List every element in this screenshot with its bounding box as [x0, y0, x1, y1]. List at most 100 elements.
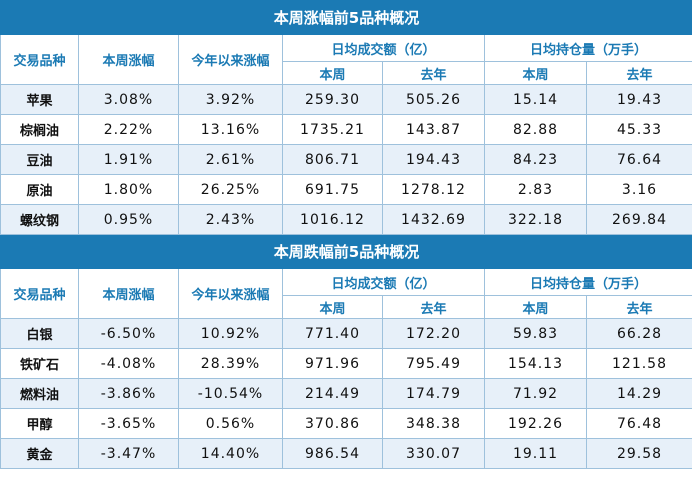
cell-week-change: -3.65%: [78, 408, 179, 439]
cell-oi-last-year: 76.48: [586, 408, 692, 439]
cell-oi-last-year: 269.84: [586, 204, 692, 235]
cell-turnover-last-year: 174.79: [382, 378, 485, 409]
cell-variety: 燃料油: [0, 378, 79, 409]
header-avg-turnover: 日均成交额（亿）: [282, 268, 485, 296]
table-title: 本周跌幅前5品种概况: [0, 234, 692, 269]
header-variety: 交易品种: [0, 34, 79, 85]
header-week-change: 本周涨幅: [78, 34, 179, 85]
subheader-this-week: 本周: [282, 295, 383, 319]
table-row: 白银 -6.50% 10.92% 771.40 172.20 59.83 66.28: [0, 318, 692, 349]
subheader-last-year: 去年: [586, 61, 692, 85]
cell-week-change: 1.80%: [78, 174, 179, 205]
subheader-this-week: 本周: [484, 61, 587, 85]
cell-ytd-change: 28.39%: [178, 348, 283, 379]
cell-turnover-last-year: 348.38: [382, 408, 485, 439]
cell-oi-last-year: 121.58: [586, 348, 692, 379]
cell-oi-week: 15.14: [484, 84, 587, 115]
cell-oi-week: 19.11: [484, 438, 587, 469]
table-title: 本周涨幅前5品种概况: [0, 0, 692, 35]
header-row: 交易品种 本周涨幅 今年以来涨幅 日均成交额（亿） 日均持仓量（万手）: [0, 268, 692, 319]
cell-turnover-last-year: 172.20: [382, 318, 485, 349]
cell-week-change: -6.50%: [78, 318, 179, 349]
cell-turnover-last-year: 1278.12: [382, 174, 485, 205]
table-title-row: 本周涨幅前5品种概况: [0, 0, 692, 35]
cell-oi-week: 82.88: [484, 114, 587, 145]
subheader-last-year: 去年: [382, 295, 485, 319]
cell-week-change: 1.91%: [78, 144, 179, 175]
cell-ytd-change: -10.54%: [178, 378, 283, 409]
cell-oi-last-year: 76.64: [586, 144, 692, 175]
subheader-this-week: 本周: [282, 61, 383, 85]
cell-oi-week: 322.18: [484, 204, 587, 235]
cell-oi-week: 192.26: [484, 408, 587, 439]
cell-ytd-change: 26.25%: [178, 174, 283, 205]
cell-variety: 铁矿石: [0, 348, 79, 379]
table-row: 燃料油 -3.86% -10.54% 214.49 174.79 71.92 14.29: [0, 378, 692, 409]
cell-week-change: 3.08%: [78, 84, 179, 115]
cell-ytd-change: 10.92%: [178, 318, 283, 349]
table-row: 豆油 1.91% 2.61% 806.71 194.43 84.23 76.64: [0, 144, 692, 175]
cell-oi-week: 71.92: [484, 378, 587, 409]
cell-turnover-last-year: 143.87: [382, 114, 485, 145]
commodity-summary-table: 本周涨幅前5品种概况 交易品种 本周涨幅 今年以来涨幅 日均成交额（亿） 日均持仓量（万手…: [0, 0, 692, 469]
header-avg-turnover: 日均成交额（亿）: [282, 34, 485, 62]
cell-oi-week: 2.83: [484, 174, 587, 205]
subheader-this-week: 本周: [484, 295, 587, 319]
cell-ytd-change: 3.92%: [178, 84, 283, 115]
cell-variety: 甲醇: [0, 408, 79, 439]
cell-oi-last-year: 19.43: [586, 84, 692, 115]
cell-oi-week: 59.83: [484, 318, 587, 349]
header-avg-open-interest: 日均持仓量（万手）: [484, 34, 692, 62]
cell-variety: 黄金: [0, 438, 79, 469]
cell-oi-last-year: 66.28: [586, 318, 692, 349]
header-avg-open-interest: 日均持仓量（万手）: [484, 268, 692, 296]
table-row: 原油 1.80% 26.25% 691.75 1278.12 2.83 3.16: [0, 174, 692, 205]
cell-turnover-week: 1016.12: [282, 204, 383, 235]
cell-turnover-week: 259.30: [282, 84, 383, 115]
cell-turnover-week: 370.86: [282, 408, 383, 439]
subheader-last-year: 去年: [382, 61, 485, 85]
cell-variety: 豆油: [0, 144, 79, 175]
table-row: 黄金 -3.47% 14.40% 986.54 330.07 19.11 29.58: [0, 438, 692, 469]
table-row: 甲醇 -3.65% 0.56% 370.86 348.38 192.26 76.48: [0, 408, 692, 439]
cell-variety: 原油: [0, 174, 79, 205]
cell-turnover-week: 691.75: [282, 174, 383, 205]
cell-week-change: -3.47%: [78, 438, 179, 469]
subheader-last-year: 去年: [586, 295, 692, 319]
cell-oi-last-year: 14.29: [586, 378, 692, 409]
cell-turnover-last-year: 194.43: [382, 144, 485, 175]
subheader-row: 本周 去年 本周 去年: [1, 61, 692, 85]
cell-ytd-change: 2.61%: [178, 144, 283, 175]
header-row: 交易品种 本周涨幅 今年以来涨幅 日均成交额（亿） 日均持仓量（万手）: [0, 34, 692, 85]
cell-turnover-last-year: 1432.69: [382, 204, 485, 235]
cell-variety: 棕榈油: [0, 114, 79, 145]
cell-turnover-week: 214.49: [282, 378, 383, 409]
table-row: 苹果 3.08% 3.92% 259.30 505.26 15.14 19.43: [0, 84, 692, 115]
cell-ytd-change: 0.56%: [178, 408, 283, 439]
cell-turnover-week: 971.96: [282, 348, 383, 379]
header-week-change: 本周涨幅: [78, 268, 179, 319]
cell-turnover-week: 1735.21: [282, 114, 383, 145]
table-title-row: 本周跌幅前5品种概况: [0, 234, 692, 269]
cell-turnover-week: 771.40: [282, 318, 383, 349]
table-row: 棕榈油 2.22% 13.16% 1735.21 143.87 82.88 45.33: [0, 114, 692, 145]
table-row: 铁矿石 -4.08% 28.39% 971.96 795.49 154.13 121.58: [0, 348, 692, 379]
cell-variety: 螺纹钢: [0, 204, 79, 235]
cell-turnover-last-year: 505.26: [382, 84, 485, 115]
cell-turnover-week: 806.71: [282, 144, 383, 175]
cell-oi-last-year: 29.58: [586, 438, 692, 469]
header-ytd-change: 今年以来涨幅: [178, 268, 283, 319]
header-ytd-change: 今年以来涨幅: [178, 34, 283, 85]
cell-week-change: -4.08%: [78, 348, 179, 379]
cell-ytd-change: 2.43%: [178, 204, 283, 235]
cell-ytd-change: 14.40%: [178, 438, 283, 469]
cell-oi-week: 84.23: [484, 144, 587, 175]
cell-oi-week: 154.13: [484, 348, 587, 379]
header-variety: 交易品种: [0, 268, 79, 319]
cell-oi-last-year: 45.33: [586, 114, 692, 145]
cell-week-change: 2.22%: [78, 114, 179, 145]
cell-ytd-change: 13.16%: [178, 114, 283, 145]
cell-turnover-week: 986.54: [282, 438, 383, 469]
cell-oi-last-year: 3.16: [586, 174, 692, 205]
